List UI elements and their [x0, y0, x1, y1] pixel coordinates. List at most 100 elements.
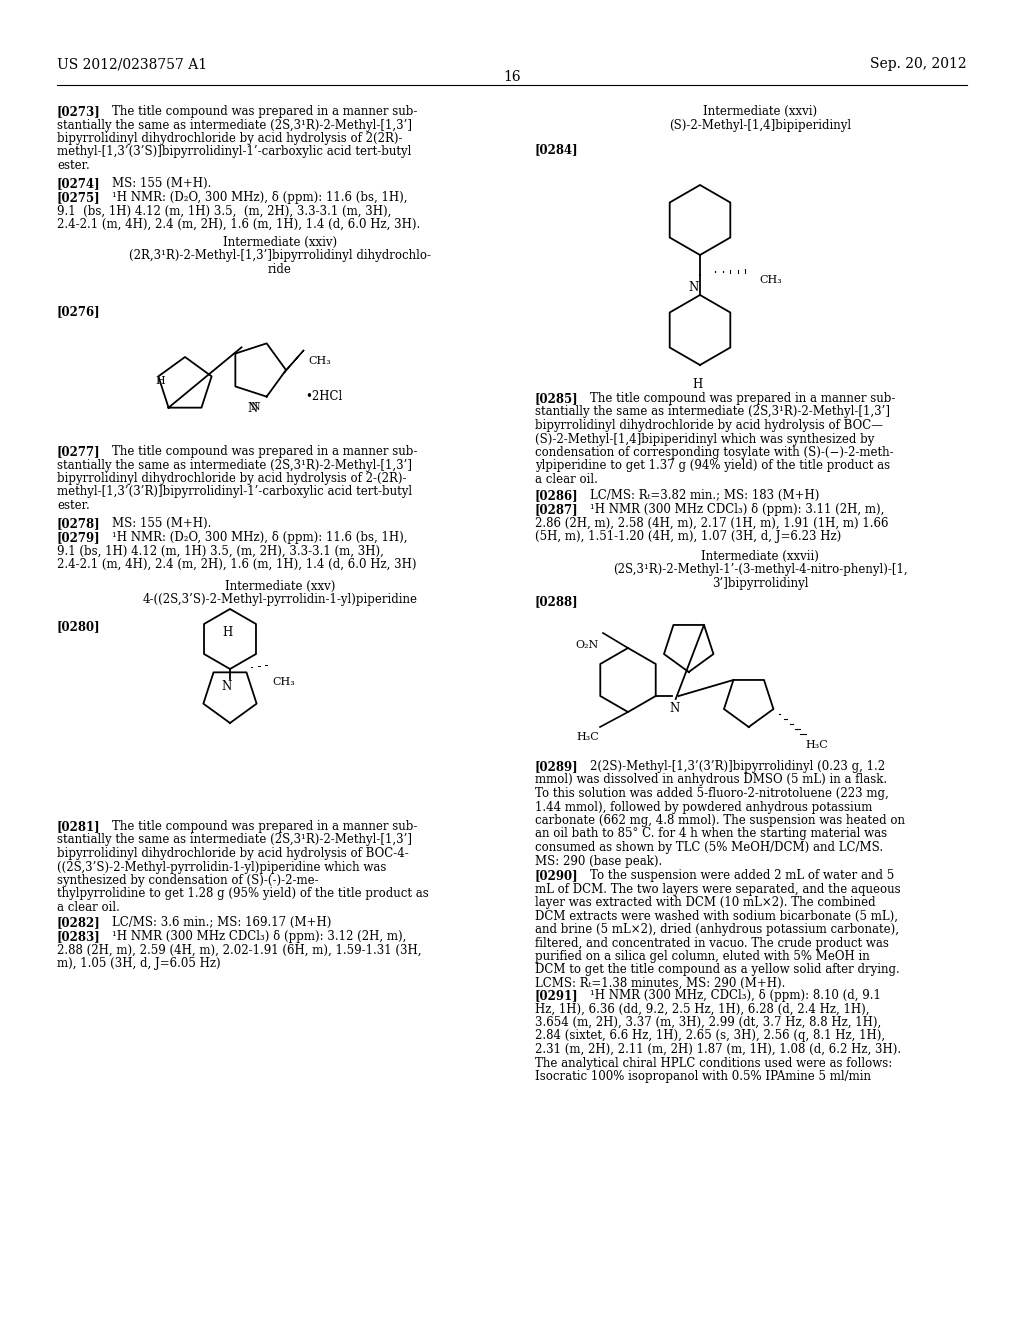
Text: Sep. 20, 2012: Sep. 20, 2012 [870, 57, 967, 71]
Text: 9.1  (bs, 1H) 4.12 (m, 1H) 3.5,  (m, 2H), 3.3-3.1 (m, 3H),: 9.1 (bs, 1H) 4.12 (m, 1H) 3.5, (m, 2H), … [57, 205, 391, 218]
Text: H: H [692, 378, 702, 391]
Text: methyl-[1,3’(3’R)]bipyrrolidinyl-1’-carboxylic acid tert-butyl: methyl-[1,3’(3’R)]bipyrrolidinyl-1’-carb… [57, 486, 412, 499]
Text: ¹H NMR (300 MHz, CDCl₃), δ (ppm): 8.10 (d, 9.1: ¹H NMR (300 MHz, CDCl₃), δ (ppm): 8.10 (… [590, 989, 881, 1002]
Text: [0290]: [0290] [535, 869, 579, 882]
Text: condensation of corresponding tosylate with (S)-(−)-2-meth-: condensation of corresponding tosylate w… [535, 446, 894, 459]
Text: •2HCl: •2HCl [305, 389, 342, 403]
Text: The title compound was prepared in a manner sub-: The title compound was prepared in a man… [112, 106, 418, 117]
Text: ¹H NMR (300 MHz CDCl₃) δ (ppm): 3.12 (2H, m),: ¹H NMR (300 MHz CDCl₃) δ (ppm): 3.12 (2H… [112, 931, 407, 942]
Text: thylpyrrolidine to get 1.28 g (95% yield) of the title product as: thylpyrrolidine to get 1.28 g (95% yield… [57, 887, 429, 900]
Text: [0287]: [0287] [535, 503, 579, 516]
Text: and brine (5 mL×2), dried (anhydrous potassium carbonate),: and brine (5 mL×2), dried (anhydrous pot… [535, 923, 899, 936]
Text: stantially the same as intermediate (2S,3¹R)-2-Methyl-[1,3’]: stantially the same as intermediate (2S,… [57, 458, 412, 471]
Text: Intermediate (xxiv): Intermediate (xxiv) [223, 236, 337, 249]
Text: [0273]: [0273] [57, 106, 100, 117]
Text: (2S,3¹R)-2-Methyl-1’-(3-methyl-4-nitro-phenyl)-[1,: (2S,3¹R)-2-Methyl-1’-(3-methyl-4-nitro-p… [612, 564, 907, 577]
Text: DCM extracts were washed with sodium bicarbonate (5 mL),: DCM extracts were washed with sodium bic… [535, 909, 898, 923]
Text: H: H [156, 376, 166, 387]
Text: LC/MS: Rₜ=3.82 min.; MS: 183 (M+H): LC/MS: Rₜ=3.82 min.; MS: 183 (M+H) [590, 488, 819, 502]
Text: Hz, 1H), 6.36 (dd, 9.2, 2.5 Hz, 1H), 6.28 (d, 2.4 Hz, 1H),: Hz, 1H), 6.36 (dd, 9.2, 2.5 Hz, 1H), 6.2… [535, 1002, 869, 1015]
Text: CH₃: CH₃ [272, 677, 295, 686]
Text: bipyrrolidinyl dihydrochloride by acid hydrolysis of BOC-4-: bipyrrolidinyl dihydrochloride by acid h… [57, 847, 409, 861]
Text: 3’]bipyrrolidinyl: 3’]bipyrrolidinyl [712, 577, 808, 590]
Text: ride: ride [268, 263, 292, 276]
Text: [0274]: [0274] [57, 177, 100, 190]
Text: 2.31 (m, 2H), 2.11 (m, 2H) 1.87 (m, 1H), 1.08 (d, 6.2 Hz, 3H).: 2.31 (m, 2H), 2.11 (m, 2H) 1.87 (m, 1H),… [535, 1043, 901, 1056]
Text: CH₃: CH₃ [759, 275, 781, 285]
Text: [0285]: [0285] [535, 392, 579, 405]
Text: 2.4-2.1 (m, 4H), 2.4 (m, 2H), 1.6 (m, 1H), 1.4 (d, 6.0 Hz, 3H): 2.4-2.1 (m, 4H), 2.4 (m, 2H), 1.6 (m, 1H… [57, 558, 417, 572]
Text: ¹H NMR (300 MHz CDCl₃) δ (ppm): 3.11 (2H, m),: ¹H NMR (300 MHz CDCl₃) δ (ppm): 3.11 (2H… [590, 503, 885, 516]
Text: consumed as shown by TLC (5% MeOH/DCM) and LC/MS.: consumed as shown by TLC (5% MeOH/DCM) a… [535, 841, 883, 854]
Text: [0282]: [0282] [57, 916, 100, 929]
Text: methyl-[1,3’(3’S)]bipyrrolidinyl-1’-carboxylic acid tert-butyl: methyl-[1,3’(3’S)]bipyrrolidinyl-1’-carb… [57, 145, 412, 158]
Text: 2.88 (2H, m), 2.59 (4H, m), 2.02-1.91 (6H, m), 1.59-1.31 (3H,: 2.88 (2H, m), 2.59 (4H, m), 2.02-1.91 (6… [57, 944, 422, 957]
Text: 2.86 (2H, m), 2.58 (4H, m), 2.17 (1H, m), 1.91 (1H, m) 1.66: 2.86 (2H, m), 2.58 (4H, m), 2.17 (1H, m)… [535, 516, 889, 529]
Text: (S)-2-Methyl-[1,4]bipiperidinyl: (S)-2-Methyl-[1,4]bipiperidinyl [669, 119, 851, 132]
Text: 1.44 mmol), followed by powdered anhydrous potassium: 1.44 mmol), followed by powdered anhydro… [535, 800, 872, 813]
Text: To this solution was added 5-fluoro-2-nitrotoluene (223 mg,: To this solution was added 5-fluoro-2-ni… [535, 787, 889, 800]
Text: Isocratic 100% isopropanol with 0.5% IPAmine 5 ml/min: Isocratic 100% isopropanol with 0.5% IPA… [535, 1071, 871, 1082]
Text: stantially the same as intermediate (2S,3¹R)-2-Methyl-[1,3’]: stantially the same as intermediate (2S,… [57, 833, 412, 846]
Text: [0288]: [0288] [535, 595, 579, 609]
Text: [0289]: [0289] [535, 760, 579, 774]
Text: The title compound was prepared in a manner sub-: The title compound was prepared in a man… [112, 445, 418, 458]
Text: purified on a silica gel column, eluted with 5% MeOH in: purified on a silica gel column, eluted … [535, 950, 869, 964]
Text: H₃C: H₃C [806, 741, 828, 750]
Text: US 2012/0238757 A1: US 2012/0238757 A1 [57, 57, 207, 71]
Text: To the suspension were added 2 mL of water and 5: To the suspension were added 2 mL of wat… [590, 869, 894, 882]
Text: N: N [670, 702, 680, 715]
Text: [0275]: [0275] [57, 191, 100, 205]
Text: The title compound was prepared in a manner sub-: The title compound was prepared in a man… [590, 392, 895, 405]
Text: LC/MS: 3.6 min.; MS: 169.17 (M+H): LC/MS: 3.6 min.; MS: 169.17 (M+H) [112, 916, 332, 929]
Text: an oil bath to 85° C. for 4 h when the starting material was: an oil bath to 85° C. for 4 h when the s… [535, 828, 887, 841]
Text: [0280]: [0280] [57, 620, 100, 634]
Text: 2.4-2.1 (m, 4H), 2.4 (m, 2H), 1.6 (m, 1H), 1.4 (d, 6.0 Hz, 3H).: 2.4-2.1 (m, 4H), 2.4 (m, 2H), 1.6 (m, 1H… [57, 218, 420, 231]
Text: [0283]: [0283] [57, 931, 100, 942]
Text: synthesized by condensation of (S)-(-)-2-me-: synthesized by condensation of (S)-(-)-2… [57, 874, 318, 887]
Text: N: N [248, 403, 258, 414]
Text: Intermediate (xxvi): Intermediate (xxvi) [702, 106, 817, 117]
Text: 2.84 (sixtet, 6.6 Hz, 1H), 2.65 (s, 3H), 2.56 (q, 8.1 Hz, 1H),: 2.84 (sixtet, 6.6 Hz, 1H), 2.65 (s, 3H),… [535, 1030, 885, 1043]
Text: [0281]: [0281] [57, 820, 100, 833]
Text: DCM to get the title compound as a yellow solid after drying.: DCM to get the title compound as a yello… [535, 964, 900, 977]
Text: [0286]: [0286] [535, 488, 579, 502]
Text: a clear oil.: a clear oil. [535, 473, 598, 486]
Text: [0276]: [0276] [57, 305, 100, 318]
Text: stantially the same as intermediate (2S,3¹R)-2-Methyl-[1,3’]: stantially the same as intermediate (2S,… [57, 119, 412, 132]
Text: N: N [250, 403, 260, 412]
Text: stantially the same as intermediate (2S,3¹R)-2-Methyl-[1,3’]: stantially the same as intermediate (2S,… [535, 405, 890, 418]
Text: mmol) was dissolved in anhydrous DMSO (5 mL) in a flask.: mmol) was dissolved in anhydrous DMSO (5… [535, 774, 887, 787]
Text: MS: 290 (base peak).: MS: 290 (base peak). [535, 854, 663, 867]
Text: Intermediate (xxvii): Intermediate (xxvii) [701, 550, 819, 564]
Text: bipyrrolidinyl dihydrochloride by acid hydrolysis of BOC—: bipyrrolidinyl dihydrochloride by acid h… [535, 418, 883, 432]
Text: ylpiperidine to get 1.37 g (94% yield) of the title product as: ylpiperidine to get 1.37 g (94% yield) o… [535, 459, 890, 473]
Text: MS: 155 (M+H).: MS: 155 (M+H). [112, 517, 211, 531]
Text: (2R,3¹R)-2-Methyl-[1,3’]bipyrrolidinyl dihydrochlo-: (2R,3¹R)-2-Methyl-[1,3’]bipyrrolidinyl d… [129, 249, 431, 263]
Text: mL of DCM. The two layers were separated, and the aqueous: mL of DCM. The two layers were separated… [535, 883, 901, 895]
Text: bipyrrolidinyl dihydrochloride by acid hydrolysis of 2(2R)-: bipyrrolidinyl dihydrochloride by acid h… [57, 132, 402, 145]
Text: [0284]: [0284] [535, 143, 579, 156]
Text: O₂N: O₂N [575, 640, 598, 649]
Text: ¹H NMR: (D₂O, 300 MHz), δ (ppm): 11.6 (bs, 1H),: ¹H NMR: (D₂O, 300 MHz), δ (ppm): 11.6 (b… [112, 531, 408, 544]
Text: H₃C: H₃C [575, 733, 599, 742]
Text: a clear oil.: a clear oil. [57, 902, 120, 913]
Text: The title compound was prepared in a manner sub-: The title compound was prepared in a man… [112, 820, 418, 833]
Text: MS: 155 (M+H).: MS: 155 (M+H). [112, 177, 211, 190]
Text: carbonate (662 mg, 4.8 mmol). The suspension was heated on: carbonate (662 mg, 4.8 mmol). The suspen… [535, 814, 905, 828]
Text: layer was extracted with DCM (10 mL×2). The combined: layer was extracted with DCM (10 mL×2). … [535, 896, 876, 909]
Text: H: H [222, 626, 232, 639]
Text: 4-((2S,3’S)-2-Methyl-pyrrolidin-1-yl)piperidine: 4-((2S,3’S)-2-Methyl-pyrrolidin-1-yl)pip… [142, 594, 418, 606]
Text: 16: 16 [503, 70, 521, 84]
Text: m), 1.05 (3H, d, J=6.05 Hz): m), 1.05 (3H, d, J=6.05 Hz) [57, 957, 220, 970]
Text: 3.654 (m, 2H), 3.37 (m, 3H), 2.99 (dt, 3.7 Hz, 8.8 Hz, 1H),: 3.654 (m, 2H), 3.37 (m, 3H), 2.99 (dt, 3… [535, 1016, 882, 1030]
Text: filtered, and concentrated in vacuo. The crude product was: filtered, and concentrated in vacuo. The… [535, 936, 889, 949]
Text: (5H, m), 1.51-1.20 (4H, m), 1.07 (3H, d, J=6.23 Hz): (5H, m), 1.51-1.20 (4H, m), 1.07 (3H, d,… [535, 531, 842, 543]
Text: The analytical chiral HPLC conditions used were as follows:: The analytical chiral HPLC conditions us… [535, 1056, 892, 1069]
Text: ¹H NMR: (D₂O, 300 MHz), δ (ppm): 11.6 (bs, 1H),: ¹H NMR: (D₂O, 300 MHz), δ (ppm): 11.6 (b… [112, 191, 408, 205]
Text: ester.: ester. [57, 499, 90, 512]
Text: 2(2S)-Methyl-[1,3’(3’R)]bipyrrolidinyl (0.23 g, 1.2: 2(2S)-Methyl-[1,3’(3’R)]bipyrrolidinyl (… [590, 760, 885, 774]
Polygon shape [284, 350, 304, 374]
Text: ester.: ester. [57, 158, 90, 172]
Text: [0291]: [0291] [535, 989, 579, 1002]
